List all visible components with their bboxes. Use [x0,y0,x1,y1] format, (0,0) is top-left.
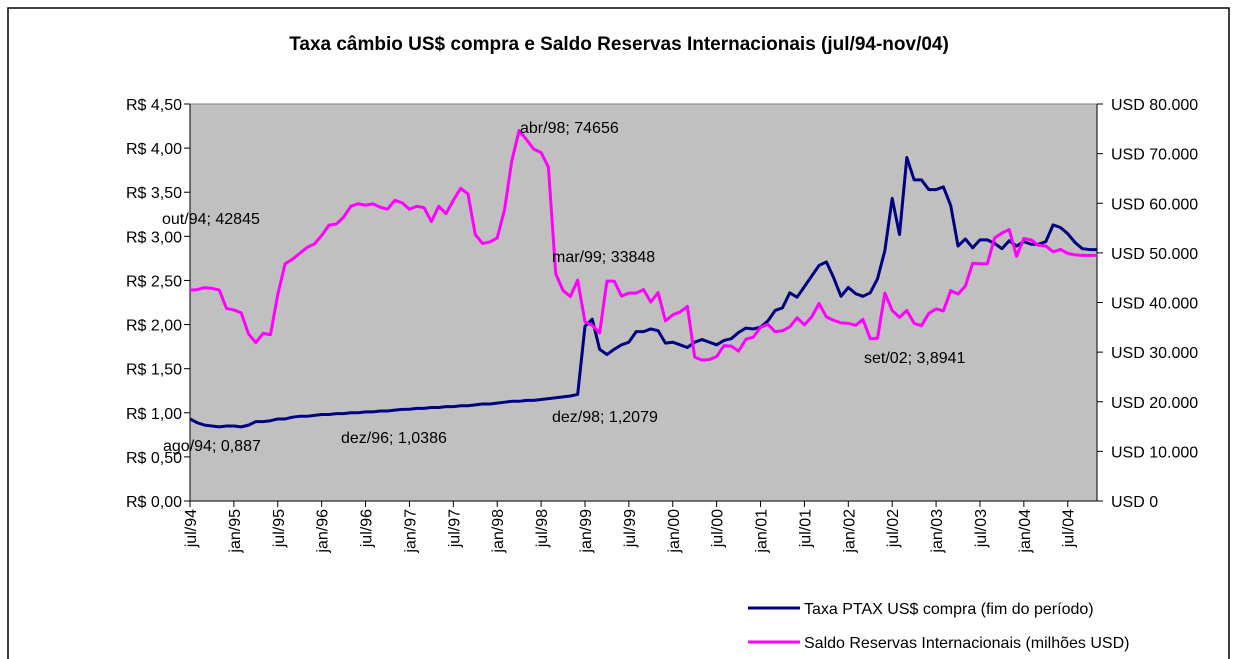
y-tick-label: R$ 4,50 [126,97,182,114]
y2-tick-label: USD 70.000 [1111,147,1198,164]
x-tick-label: jan/96 [315,509,332,554]
series-line [189,155,1097,429]
x-tick-label: jul/01 [797,509,814,548]
x-tick-label: jan/02 [841,509,858,554]
x-tick-label: jul/03 [973,509,990,548]
x-tick-label: jan/99 [578,509,595,554]
x-tick-label: jan/95 [227,509,244,554]
x-tick-label: jul/95 [271,509,288,548]
x-tick-label: jan/01 [754,509,771,554]
x-tick-label: jul/00 [710,509,727,548]
y2-tick-label: USD 60.000 [1111,196,1198,213]
data-label: dez/98; 1,2079 [552,409,658,426]
y-tick-label: R$ 1,50 [126,362,182,379]
y-tick-label: R$ 4,00 [126,141,182,158]
x-tick-label: jul/94 [183,509,200,548]
x-tick-label: jan/04 [1017,509,1034,554]
x-tick-label: jan/98 [490,509,507,554]
x-tick-label: jul/98 [534,509,551,548]
y-tick-label: R$ 2,50 [126,273,182,290]
y2-tick-label: USD 40.000 [1111,296,1198,313]
y2-tick-label: USD 80.000 [1111,97,1198,114]
data-label: set/02; 3,8941 [864,350,966,367]
x-tick-label: jan/00 [666,509,683,554]
data-label: out/94; 42845 [162,211,260,228]
x-tick-label: jul/97 [446,509,463,548]
x-tick-label: jul/02 [885,509,902,548]
x-tick-label: jan/97 [402,509,419,554]
y2-tick-label: USD 10.000 [1111,444,1198,461]
y2-tick-label: USD 20.000 [1111,395,1198,412]
y2-tick-label: USD 50.000 [1111,246,1198,263]
chart-title: Taxa câmbio US$ compra e Saldo Reservas … [289,34,949,55]
data-label: dez/96; 1,0386 [341,430,447,447]
y-tick-label: R$ 3,50 [126,185,182,202]
data-label: abr/98; 74656 [520,120,619,137]
legend-label: Saldo Reservas Internacionais (milhões U… [804,635,1129,652]
data-label: mar/99; 33848 [552,249,655,266]
y2-tick-label: USD 0 [1111,494,1158,511]
y-tick-label: R$ 2,00 [126,318,182,335]
y-tick-label: R$ 0,50 [126,450,182,467]
x-tick-label: jul/04 [1061,509,1078,548]
legend-label: Taxa PTAX US$ compra (fim do período) [804,601,1094,618]
x-tick-label: jul/99 [622,509,639,548]
series-line [189,129,1097,362]
y2-tick-label: USD 30.000 [1111,345,1198,362]
y-tick-label: R$ 0,00 [126,494,182,511]
x-tick-label: jan/03 [929,509,946,554]
plot-area [189,103,1098,502]
y-tick-label: R$ 3,00 [126,229,182,246]
x-tick-label: jul/96 [359,509,376,548]
data-label: ago/94; 0,887 [163,438,261,455]
y-tick-label: R$ 1,00 [126,406,182,423]
